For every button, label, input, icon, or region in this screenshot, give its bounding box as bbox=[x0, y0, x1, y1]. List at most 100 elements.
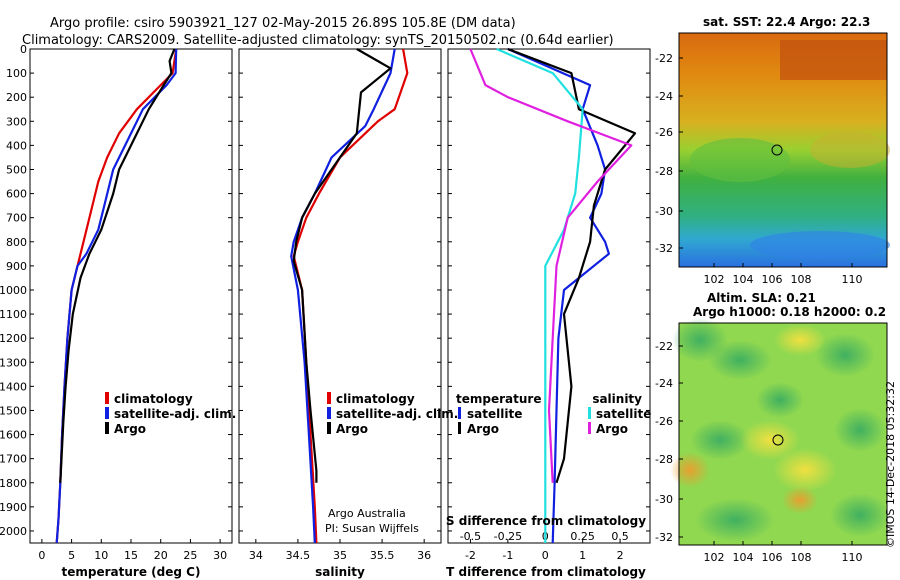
legend-swatch-t-satellite bbox=[458, 407, 461, 419]
depth-tick-label: 1900 bbox=[0, 501, 27, 514]
legend-s-satellite: satellite bbox=[596, 407, 651, 421]
argo-location-marker bbox=[772, 434, 784, 446]
sst-blue-patch bbox=[750, 231, 890, 259]
title-line-2: Climatology: CARS2009. Satellite-adjuste… bbox=[22, 33, 614, 48]
argo-location-marker bbox=[771, 144, 783, 156]
depth-tick-label: 1000 bbox=[0, 284, 27, 297]
x-tick-label: -1 bbox=[502, 549, 513, 562]
sla-map-title-2: Argo h1000: 0.18 h2000: 0.2 bbox=[693, 305, 886, 319]
legend-swatch-argo bbox=[327, 422, 331, 434]
legend-swatch-t-argo bbox=[458, 422, 461, 434]
sla-low-patch bbox=[834, 408, 886, 452]
x-tick-label: -2 bbox=[465, 549, 476, 562]
lon-tick-label: 108 bbox=[791, 273, 812, 286]
s-difference-label: S difference from climatology bbox=[446, 514, 646, 528]
legend-swatch-satellite bbox=[105, 407, 109, 419]
salinity-plot: 34 34.5 35 35.5 36 bbox=[239, 48, 441, 562]
depth-tick-label: 300 bbox=[6, 115, 27, 128]
depth-tick-label: 2000 bbox=[0, 525, 27, 538]
lat-tick-label: -22 bbox=[655, 340, 673, 353]
legend-t-satellite: satellite bbox=[467, 407, 522, 421]
series-line-argo bbox=[292, 48, 392, 483]
x-tick-label: 10 bbox=[94, 549, 108, 562]
s-tick-label: 0.5 bbox=[611, 530, 629, 543]
temperature-legend: climatology satellite-adj. clim. Argo bbox=[105, 392, 236, 436]
credit-line-1: Argo Australia bbox=[328, 507, 406, 520]
sla-low-patch bbox=[830, 493, 890, 537]
x-tick-label: 34 bbox=[249, 549, 263, 562]
legend-swatch-s-argo bbox=[588, 422, 591, 434]
legend-argo: Argo bbox=[114, 422, 146, 436]
x-tick-label: 36 bbox=[417, 549, 431, 562]
legend-swatch-satellite bbox=[327, 407, 331, 419]
lat-tick-label: -26 bbox=[655, 126, 673, 139]
lon-tick-label: 110 bbox=[842, 551, 863, 564]
legend-swatch-climatology bbox=[327, 392, 331, 404]
sst-warm-patch bbox=[780, 40, 887, 80]
legend-s-argo: Argo bbox=[596, 422, 628, 436]
sst-map-axes: -22 -24 -26 -28 -30 -32 102 104 106 108 110 bbox=[655, 52, 862, 286]
sla-high-patch bbox=[773, 448, 837, 492]
sla-map bbox=[670, 318, 890, 546]
depth-axis: 0 100 200 300 400 500 600 700 800 900 1000 1100 1200… bbox=[0, 43, 27, 538]
difference-panel-frame bbox=[447, 48, 651, 544]
x-tick-label: 35.5 bbox=[370, 549, 395, 562]
depth-tick-label: 500 bbox=[6, 163, 27, 176]
series-line-s-satellite bbox=[496, 47, 584, 543]
s-tick-label: 0.25 bbox=[570, 530, 595, 543]
lon-tick-label: 108 bbox=[791, 551, 812, 564]
lon-tick-label: 110 bbox=[842, 273, 863, 286]
sla-map-frame bbox=[678, 322, 888, 546]
sst-map bbox=[678, 32, 890, 268]
lat-tick-label: -26 bbox=[655, 415, 673, 428]
x-tick-label: 0 bbox=[542, 549, 549, 562]
legend-swatch-argo bbox=[105, 422, 109, 434]
lon-tick-label: 106 bbox=[762, 273, 783, 286]
lon-tick-label: 104 bbox=[733, 273, 754, 286]
x-tick-label: 0 bbox=[38, 549, 45, 562]
lat-tick-label: -24 bbox=[655, 377, 673, 390]
series-line-s-argo bbox=[469, 48, 633, 483]
x-tick-label: 30 bbox=[213, 549, 227, 562]
difference-xlabel: T difference from climatology bbox=[446, 565, 646, 579]
sla-high-patch bbox=[774, 324, 826, 356]
sla-map-title-1: Altim. SLA: 0.21 bbox=[707, 291, 816, 305]
depth-tick-label: 1500 bbox=[0, 404, 27, 417]
sla-low-patch bbox=[756, 382, 804, 418]
depth-tick-label: 1400 bbox=[0, 380, 27, 393]
sla-low-patch bbox=[690, 420, 750, 460]
title-line-1: Argo profile: csiro 5903921_127 02-May-2… bbox=[50, 16, 516, 31]
lat-tick-label: -24 bbox=[655, 90, 673, 103]
lon-tick-label: 102 bbox=[704, 551, 725, 564]
credit-line-2: PI: Susan Wijffels bbox=[325, 522, 419, 535]
lon-tick-label: 106 bbox=[762, 551, 783, 564]
temperature-plot: 0 5 10 15 20 25 30 bbox=[30, 48, 232, 562]
legend-climatology: climatology bbox=[336, 392, 415, 406]
x-tick-label: 5 bbox=[68, 549, 75, 562]
legend-t-argo: Argo bbox=[467, 422, 499, 436]
difference-plot: -2 -1 0 1 2-0.5 -0.25 0 0.25 0.5 bbox=[448, 47, 650, 562]
x-tick-label: 1 bbox=[579, 549, 586, 562]
temperature-xlabel: temperature (deg C) bbox=[62, 565, 201, 579]
legend-swatch-s-satellite bbox=[588, 407, 591, 419]
series-line-t-satellite bbox=[507, 47, 611, 544]
sla-low-patch bbox=[708, 340, 772, 380]
legend-salinity-title: salinity bbox=[592, 392, 642, 406]
depth-tick-label: 400 bbox=[6, 139, 27, 152]
series-line-satellite-adj-clim- bbox=[290, 48, 396, 544]
depth-tick-label: 1800 bbox=[0, 477, 27, 490]
depth-tick-label: 900 bbox=[6, 260, 27, 273]
depth-tick-label: 0 bbox=[20, 43, 27, 56]
depth-tick-label: 800 bbox=[6, 236, 27, 249]
salinity-legend: climatology satellite-adj. clim. Argo bbox=[327, 392, 458, 436]
legend-swatch-climatology bbox=[105, 392, 109, 404]
depth-tick-label: 200 bbox=[6, 91, 27, 104]
imos-stamp: ©IMOS 14-Dec-2018 05:32:32 bbox=[884, 381, 897, 548]
lat-tick-label: -22 bbox=[655, 52, 673, 65]
sla-low-patch bbox=[695, 498, 775, 542]
sst-map-frame bbox=[678, 32, 888, 268]
depth-tick-label: 1100 bbox=[0, 308, 27, 321]
s-tick-label: -0.5 bbox=[460, 530, 481, 543]
sla-high-patch bbox=[670, 452, 710, 488]
legend-satellite: satellite-adj. clim. bbox=[336, 407, 458, 421]
